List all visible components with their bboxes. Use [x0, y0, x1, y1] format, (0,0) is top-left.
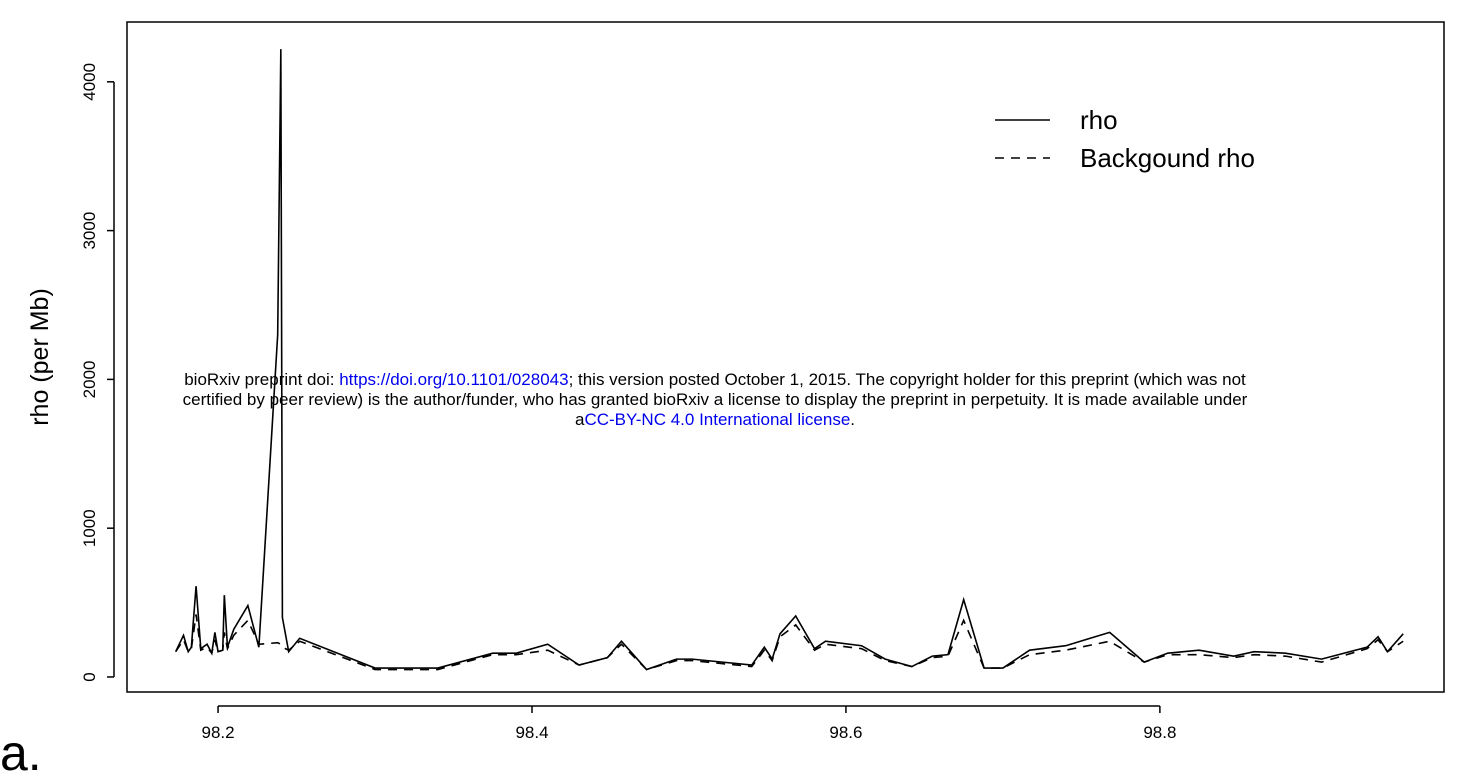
watermark-text: bioRxiv preprint doi:: [184, 370, 339, 389]
plot-frame: [126, 21, 1445, 693]
y-tick-label: 0: [80, 672, 99, 681]
x-tick-label: 98.2: [201, 723, 234, 742]
y-tick-label: 3000: [80, 212, 99, 250]
watermark-line: bioRxiv preprint doi: https://doi.org/10…: [184, 370, 1246, 389]
watermark-link: https://doi.org/10.1101/028043: [339, 370, 568, 389]
watermark-text: .: [850, 410, 855, 429]
legend-label: Backgound rho: [1080, 143, 1255, 173]
x-tick-label: 98.6: [829, 723, 862, 742]
watermark-link: CC-BY-NC 4.0 International license: [584, 410, 850, 429]
watermark-line: aCC-BY-NC 4.0 International license.: [575, 410, 855, 429]
y-axis-label: rho (per Mb): [26, 288, 54, 426]
watermark-text: certified by peer review) is the author/…: [183, 390, 1248, 409]
legend-label: rho: [1080, 105, 1118, 135]
x-tick-label: 98.4: [515, 723, 548, 742]
x-tick-label: 98.8: [1143, 723, 1176, 742]
watermark-text: ; this version posted October 1, 2015. T…: [569, 370, 1246, 389]
watermark-text: a: [575, 410, 585, 429]
watermark-line: certified by peer review) is the author/…: [183, 390, 1248, 409]
panel-label: a.: [0, 725, 42, 781]
y-tick-label: 1000: [80, 509, 99, 547]
y-tick-label: 4000: [80, 63, 99, 101]
y-tick-label: 2000: [80, 360, 99, 398]
series-line: [174, 614, 1404, 671]
